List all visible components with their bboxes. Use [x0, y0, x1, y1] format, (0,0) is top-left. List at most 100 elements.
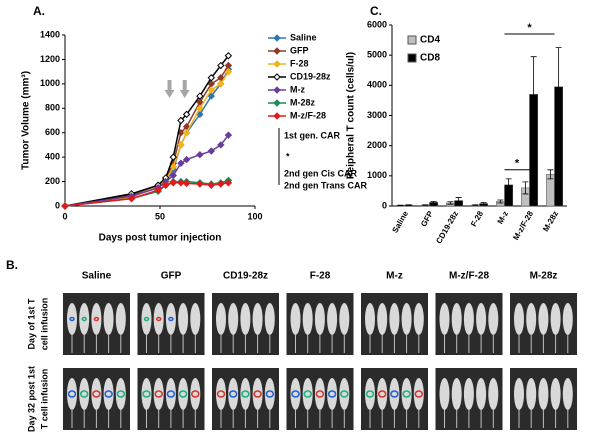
mouse: [165, 303, 176, 335]
annotation: 2nd gen Cis CAR: [284, 168, 358, 178]
mouse: [216, 378, 226, 410]
legend-marker: [273, 34, 281, 42]
panel-label: B.: [6, 258, 18, 272]
legend-swatch: [407, 53, 417, 63]
data-point: [224, 52, 233, 60]
column-label: CD19-28z: [223, 271, 268, 282]
mouse: [327, 303, 338, 335]
row-label: Day 32 post 1st: [26, 366, 36, 432]
mouse: [103, 303, 114, 335]
mouse: [103, 378, 114, 410]
signal: [265, 390, 275, 398]
legend-marker: [273, 47, 281, 55]
mouse: [252, 378, 263, 410]
mouse: [264, 378, 275, 410]
signal: [340, 390, 349, 398]
column-label: M-z: [386, 271, 403, 282]
legend-marker: [273, 112, 281, 120]
mouse: [389, 303, 400, 335]
data-point: [127, 194, 136, 203]
mouse: [141, 378, 152, 410]
y-tick-label: 400: [45, 152, 60, 162]
mouse: [514, 303, 524, 335]
mouse: [526, 303, 537, 335]
mouse: [79, 378, 90, 410]
signal: [79, 390, 89, 398]
signal: [93, 316, 100, 322]
signal: [142, 390, 151, 398]
mouse: [476, 303, 487, 335]
data-point: [207, 74, 216, 82]
column-label: GFP: [161, 271, 182, 282]
signal: [228, 390, 238, 398]
y-tick-label: 4000: [367, 80, 387, 90]
mouse: [476, 378, 487, 410]
error-bar: [455, 197, 462, 204]
mouse: [562, 378, 573, 410]
mouse: [314, 303, 325, 335]
signal: [241, 390, 250, 398]
legend-label: M-z: [290, 84, 305, 94]
data-point: [182, 179, 191, 188]
significance-label: *: [515, 158, 520, 170]
x-tick-label: M-28z: [541, 210, 560, 234]
mouse: [67, 303, 77, 335]
mouse: [178, 303, 189, 335]
x-tick-label: 100: [247, 211, 262, 221]
mouse: [115, 378, 126, 410]
data-point: [207, 86, 216, 94]
signal: [104, 390, 113, 398]
signal: [365, 390, 375, 398]
y-axis-title: Peipheral T count (cells/ul): [346, 52, 357, 179]
mouse: [401, 378, 412, 410]
data-point: [207, 147, 216, 155]
column-label: M-z/F-28: [449, 271, 489, 282]
mouse: [190, 378, 201, 410]
mouse: [526, 378, 537, 410]
data-point: [182, 110, 191, 119]
y-axis-title: Tumor Volume (mm³): [21, 71, 32, 170]
data-point: [217, 141, 225, 149]
mouse: [216, 303, 226, 335]
signal: [291, 390, 300, 398]
data-point: [207, 92, 216, 100]
data-point: [61, 202, 69, 210]
data-point: [182, 155, 191, 164]
signal: [253, 390, 262, 398]
legend-marker: [273, 73, 281, 81]
mouse: [377, 378, 388, 410]
signal: [168, 316, 174, 322]
mouse: [514, 378, 524, 410]
mouse: [302, 378, 313, 410]
signal: [178, 390, 188, 398]
mouse: [488, 378, 499, 410]
mouse: [264, 303, 275, 335]
annotation: 1st gen. CAR: [284, 130, 341, 140]
x-tick-label: Saline: [390, 209, 410, 234]
mouse: [538, 303, 549, 335]
data-point: [217, 61, 225, 70]
signal: [303, 390, 312, 398]
mouse: [327, 378, 338, 410]
legend-label: Saline: [290, 32, 317, 42]
error-bar: [447, 201, 454, 205]
mouse: [550, 378, 561, 410]
x-tick-label: GFP: [419, 209, 435, 228]
mouse: [451, 378, 462, 410]
data-point: [161, 181, 170, 189]
mouse: [290, 303, 301, 335]
mouse: [153, 303, 164, 335]
mouse: [550, 303, 561, 335]
data-point: [207, 181, 216, 189]
mouse: [389, 378, 400, 410]
legend-swatch: [407, 35, 417, 45]
signal: [414, 390, 424, 398]
data-point: [196, 104, 204, 112]
data-point: [177, 179, 185, 187]
data-point: [169, 179, 178, 187]
legend-label: F-28: [290, 58, 309, 68]
error-bar: [547, 169, 554, 180]
y-tick-label: 6000: [367, 19, 387, 29]
data-point: [196, 92, 204, 100]
mouse: [365, 378, 375, 410]
